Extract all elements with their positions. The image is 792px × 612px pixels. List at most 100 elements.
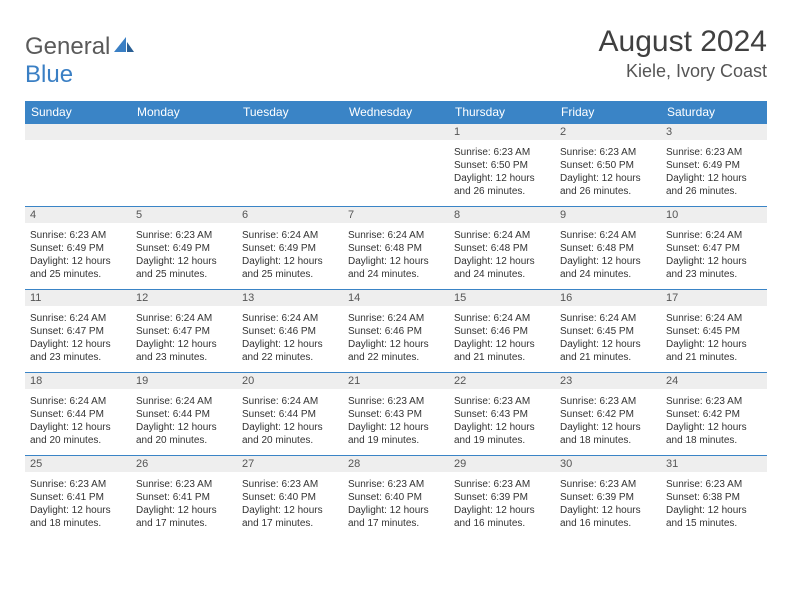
day-number: 4 <box>25 206 131 223</box>
week-daynum-row: 123 <box>25 123 767 140</box>
day-number: 13 <box>237 289 343 306</box>
day-cell: Sunrise: 6:23 AMSunset: 6:40 PMDaylight:… <box>237 472 343 538</box>
sunrise-text: Sunrise: 6:23 AM <box>560 146 656 159</box>
day-cell: Sunrise: 6:23 AMSunset: 6:50 PMDaylight:… <box>555 140 661 206</box>
daylight-text: Daylight: 12 hours and 18 minutes. <box>560 421 656 447</box>
day-cell: Sunrise: 6:24 AMSunset: 6:46 PMDaylight:… <box>449 306 555 372</box>
sunset-text: Sunset: 6:48 PM <box>348 242 444 255</box>
week-body-row: Sunrise: 6:24 AMSunset: 6:47 PMDaylight:… <box>25 306 767 372</box>
sunset-text: Sunset: 6:47 PM <box>666 242 762 255</box>
sunrise-text: Sunrise: 6:23 AM <box>666 146 762 159</box>
weekday-header: Saturday <box>661 101 767 123</box>
daylight-text: Daylight: 12 hours and 21 minutes. <box>560 338 656 364</box>
daylight-text: Daylight: 12 hours and 23 minutes. <box>666 255 762 281</box>
daylight-text: Daylight: 12 hours and 21 minutes. <box>454 338 550 364</box>
week-daynum-row: 18192021222324 <box>25 372 767 389</box>
day-cell: Sunrise: 6:23 AMSunset: 6:41 PMDaylight:… <box>25 472 131 538</box>
day-number: 21 <box>343 372 449 389</box>
day-number: 15 <box>449 289 555 306</box>
week-body-row: Sunrise: 6:23 AMSunset: 6:49 PMDaylight:… <box>25 223 767 289</box>
empty-day-cell <box>25 140 131 206</box>
day-number: 12 <box>131 289 237 306</box>
sunrise-text: Sunrise: 6:23 AM <box>454 146 550 159</box>
daylight-text: Daylight: 12 hours and 18 minutes. <box>30 504 126 530</box>
daylight-text: Daylight: 12 hours and 22 minutes. <box>348 338 444 364</box>
day-cell: Sunrise: 6:23 AMSunset: 6:43 PMDaylight:… <box>449 389 555 455</box>
empty-day-cell <box>131 140 237 206</box>
daylight-text: Daylight: 12 hours and 23 minutes. <box>30 338 126 364</box>
day-number: 8 <box>449 206 555 223</box>
sunrise-text: Sunrise: 6:23 AM <box>454 478 550 491</box>
empty-day-cell <box>237 140 343 206</box>
sunrise-text: Sunrise: 6:24 AM <box>136 395 232 408</box>
day-cell: Sunrise: 6:23 AMSunset: 6:38 PMDaylight:… <box>661 472 767 538</box>
day-number: 26 <box>131 455 237 472</box>
daylight-text: Daylight: 12 hours and 20 minutes. <box>242 421 338 447</box>
daylight-text: Daylight: 12 hours and 20 minutes. <box>136 421 232 447</box>
sunrise-text: Sunrise: 6:23 AM <box>348 478 444 491</box>
daylight-text: Daylight: 12 hours and 25 minutes. <box>30 255 126 281</box>
sunrise-text: Sunrise: 6:23 AM <box>560 478 656 491</box>
sunset-text: Sunset: 6:41 PM <box>30 491 126 504</box>
sunset-text: Sunset: 6:50 PM <box>454 159 550 172</box>
sail-icon <box>113 33 135 61</box>
day-cell: Sunrise: 6:23 AMSunset: 6:49 PMDaylight:… <box>25 223 131 289</box>
location: Kiele, Ivory Coast <box>599 61 767 82</box>
sunset-text: Sunset: 6:49 PM <box>30 242 126 255</box>
day-number: 24 <box>661 372 767 389</box>
sunrise-text: Sunrise: 6:24 AM <box>560 312 656 325</box>
sunrise-text: Sunrise: 6:23 AM <box>348 395 444 408</box>
sunrise-text: Sunrise: 6:23 AM <box>666 395 762 408</box>
calendar-table: SundayMondayTuesdayWednesdayThursdayFrid… <box>25 101 767 538</box>
day-cell: Sunrise: 6:24 AMSunset: 6:49 PMDaylight:… <box>237 223 343 289</box>
day-cell: Sunrise: 6:23 AMSunset: 6:49 PMDaylight:… <box>131 223 237 289</box>
day-cell: Sunrise: 6:23 AMSunset: 6:41 PMDaylight:… <box>131 472 237 538</box>
day-cell: Sunrise: 6:24 AMSunset: 6:48 PMDaylight:… <box>343 223 449 289</box>
sunset-text: Sunset: 6:43 PM <box>454 408 550 421</box>
day-cell: Sunrise: 6:24 AMSunset: 6:44 PMDaylight:… <box>237 389 343 455</box>
sunrise-text: Sunrise: 6:23 AM <box>136 229 232 242</box>
logo-word1: General <box>25 33 110 60</box>
day-number: 9 <box>555 206 661 223</box>
sunset-text: Sunset: 6:44 PM <box>30 408 126 421</box>
day-number: 1 <box>449 123 555 140</box>
week-body-row: Sunrise: 6:23 AMSunset: 6:50 PMDaylight:… <box>25 140 767 206</box>
week-body-row: Sunrise: 6:24 AMSunset: 6:44 PMDaylight:… <box>25 389 767 455</box>
daylight-text: Daylight: 12 hours and 15 minutes. <box>666 504 762 530</box>
sunset-text: Sunset: 6:41 PM <box>136 491 232 504</box>
weekday-header: Tuesday <box>237 101 343 123</box>
sunrise-text: Sunrise: 6:23 AM <box>242 478 338 491</box>
daylight-text: Daylight: 12 hours and 17 minutes. <box>242 504 338 530</box>
sunset-text: Sunset: 6:50 PM <box>560 159 656 172</box>
weekday-header: Friday <box>555 101 661 123</box>
daylight-text: Daylight: 12 hours and 25 minutes. <box>242 255 338 281</box>
daylight-text: Daylight: 12 hours and 26 minutes. <box>666 172 762 198</box>
sunset-text: Sunset: 6:49 PM <box>242 242 338 255</box>
day-cell: Sunrise: 6:23 AMSunset: 6:40 PMDaylight:… <box>343 472 449 538</box>
daylight-text: Daylight: 12 hours and 24 minutes. <box>348 255 444 281</box>
sunset-text: Sunset: 6:44 PM <box>136 408 232 421</box>
daylight-text: Daylight: 12 hours and 19 minutes. <box>454 421 550 447</box>
daylight-text: Daylight: 12 hours and 19 minutes. <box>348 421 444 447</box>
weekday-header: Monday <box>131 101 237 123</box>
sunset-text: Sunset: 6:47 PM <box>30 325 126 338</box>
sunrise-text: Sunrise: 6:24 AM <box>30 312 126 325</box>
day-number: 16 <box>555 289 661 306</box>
day-number: 31 <box>661 455 767 472</box>
sunset-text: Sunset: 6:38 PM <box>666 491 762 504</box>
daylight-text: Daylight: 12 hours and 22 minutes. <box>242 338 338 364</box>
daylight-text: Daylight: 12 hours and 18 minutes. <box>666 421 762 447</box>
daylight-text: Daylight: 12 hours and 23 minutes. <box>136 338 232 364</box>
sunset-text: Sunset: 6:42 PM <box>666 408 762 421</box>
daylight-text: Daylight: 12 hours and 17 minutes. <box>348 504 444 530</box>
day-cell: Sunrise: 6:24 AMSunset: 6:47 PMDaylight:… <box>661 223 767 289</box>
sunrise-text: Sunrise: 6:24 AM <box>560 229 656 242</box>
sunrise-text: Sunrise: 6:24 AM <box>348 312 444 325</box>
sunset-text: Sunset: 6:39 PM <box>560 491 656 504</box>
daylight-text: Daylight: 12 hours and 26 minutes. <box>454 172 550 198</box>
sunset-text: Sunset: 6:43 PM <box>348 408 444 421</box>
week-daynum-row: 25262728293031 <box>25 455 767 472</box>
day-number: 18 <box>25 372 131 389</box>
sunrise-text: Sunrise: 6:24 AM <box>454 229 550 242</box>
sunset-text: Sunset: 6:46 PM <box>348 325 444 338</box>
